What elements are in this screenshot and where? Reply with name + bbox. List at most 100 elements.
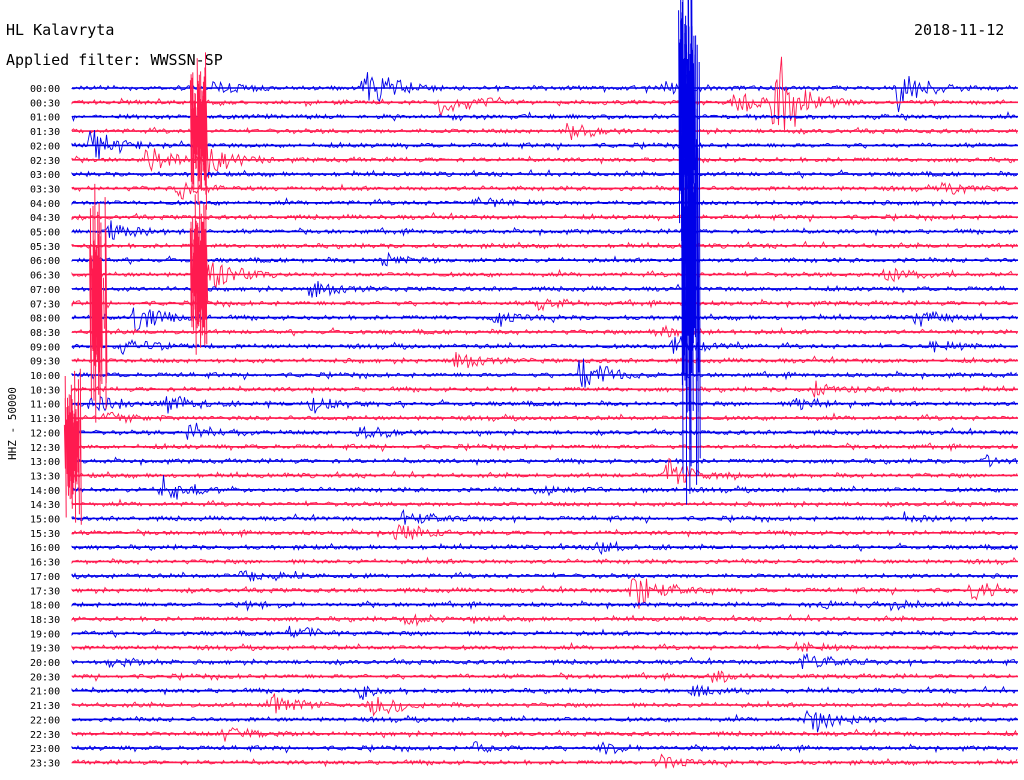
row-time-label: 09:00 — [30, 342, 60, 353]
row-time-label: 20:30 — [30, 672, 60, 683]
trace-line — [71, 168, 1018, 179]
row-time-label: 12:30 — [30, 443, 60, 454]
row-time-label: 18:00 — [30, 601, 60, 612]
row-time-label: 20:00 — [30, 658, 60, 669]
row-time-label: 17:00 — [30, 572, 60, 583]
row-time-label: 15:00 — [30, 515, 60, 526]
trace-line — [71, 181, 1018, 200]
trace-line — [71, 727, 1018, 742]
trace-line — [71, 240, 1018, 250]
trace-line — [71, 140, 1018, 179]
trace-line — [71, 56, 1018, 131]
trace-line — [71, 110, 1018, 123]
row-time-label: 11:00 — [30, 400, 60, 411]
trace-line — [71, 709, 1018, 733]
row-time-label: 00:30 — [30, 98, 60, 109]
row-time-label: 23:00 — [30, 744, 60, 755]
row-time-label: 18:30 — [30, 615, 60, 626]
trace-line — [71, 251, 1018, 267]
trace-line — [71, 625, 1018, 639]
row-time-label: 17:30 — [30, 586, 60, 597]
row-time-label: 10:00 — [30, 371, 60, 382]
trace-line — [71, 753, 1018, 769]
row-time-label: 07:30 — [30, 299, 60, 310]
trace-line — [71, 613, 1018, 627]
row-time-label: 03:30 — [30, 184, 60, 195]
trace-line — [71, 411, 1018, 424]
row-time-label: 10:30 — [30, 385, 60, 396]
trace-line — [71, 653, 1018, 669]
row-time-label: 19:00 — [30, 629, 60, 640]
trace-line — [71, 684, 1018, 700]
trace-line — [71, 307, 1018, 333]
trace-line — [71, 395, 1018, 414]
trace-line — [71, 570, 1018, 583]
trace-line — [71, 693, 1018, 717]
row-time-label: 02:30 — [30, 156, 60, 167]
row-time-label: 21:00 — [30, 687, 60, 698]
row-time-label: 02:00 — [30, 141, 60, 152]
row-time-label: 00:00 — [30, 84, 60, 95]
trace-line — [71, 196, 1018, 208]
trace-line — [71, 641, 1018, 652]
row-time-label: 16:00 — [30, 543, 60, 554]
trace-line — [71, 457, 1018, 485]
row-time-label: 01:30 — [30, 127, 60, 138]
trace-line — [71, 498, 1018, 509]
row-time-label: 08:30 — [30, 328, 60, 339]
row-time-label: 07:00 — [30, 285, 60, 296]
date-label: 2018-11-12 — [914, 21, 1004, 39]
row-time-label: 13:00 — [30, 457, 60, 468]
row-time-label: 01:00 — [30, 113, 60, 124]
traces — [63, 0, 1018, 769]
row-time-label: 09:30 — [30, 357, 60, 368]
row-time-label: 23:30 — [30, 758, 60, 769]
large-event-burst — [189, 194, 209, 355]
row-time-label: 16:30 — [30, 558, 60, 569]
large-event-burst — [63, 368, 82, 525]
trace-line — [71, 324, 1018, 338]
large-event-burst — [680, 15, 701, 505]
trace-line — [71, 72, 1018, 113]
trace-line — [71, 336, 1018, 356]
trace-line — [71, 578, 1018, 609]
trace-line — [71, 351, 1018, 369]
large-event-burst — [89, 183, 108, 423]
trace-line — [71, 122, 1018, 140]
row-time-label: 21:30 — [30, 701, 60, 712]
row-time-label: 11:30 — [30, 414, 60, 425]
trace-line — [71, 475, 1018, 500]
row-time-label: 14:00 — [30, 486, 60, 497]
trace-line — [71, 298, 1018, 312]
row-time-label: 13:30 — [30, 471, 60, 482]
row-time-label: 03:00 — [30, 170, 60, 181]
trace-line — [71, 280, 1018, 298]
row-labels: 00:00 00:30 01:00 01:30 02:00 02:30 03:00 03:30… — [30, 84, 60, 769]
row-time-label: 04:30 — [30, 213, 60, 224]
row-time-label: 08:00 — [30, 314, 60, 325]
station-title: HL Kalavryta — [6, 21, 114, 39]
row-time-label: 22:30 — [30, 730, 60, 741]
trace-line — [71, 670, 1018, 683]
row-time-label: 06:30 — [30, 271, 60, 282]
trace-line — [71, 211, 1018, 223]
channel-axis-label: HHZ - 50000 — [6, 387, 19, 460]
row-time-label: 05:00 — [30, 228, 60, 239]
trace-line — [71, 599, 1018, 612]
trace-line — [71, 220, 1018, 240]
row-time-label: 06:00 — [30, 256, 60, 267]
row-time-label: 19:30 — [30, 644, 60, 655]
filter-label: Applied filter: WWSSN-SP — [6, 51, 223, 69]
row-time-label: 04:00 — [30, 199, 60, 210]
trace-line — [71, 422, 1018, 440]
large-event-burst — [189, 52, 208, 210]
trace-line — [71, 262, 1018, 289]
trace-line — [71, 540, 1018, 555]
trace-line — [71, 358, 1018, 388]
trace-line — [71, 442, 1018, 453]
row-time-label: 22:00 — [30, 715, 60, 726]
trace-line — [71, 380, 1018, 398]
trace-line — [71, 556, 1018, 566]
trace-line — [71, 509, 1018, 525]
